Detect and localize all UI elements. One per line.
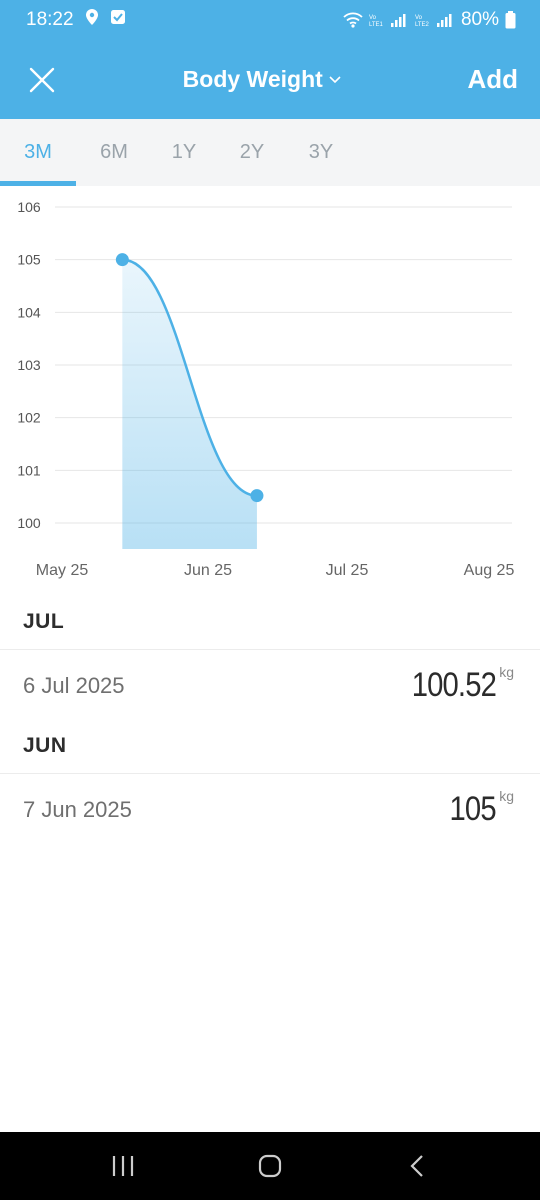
- weight-chart-svg: 106 105 104 103 102 101 100 May 25 Jun 25 Jul 25 A…: [17, 199, 515, 579]
- status-bar: 18:22 Vo LTE1 Vo LTE2 80%: [0, 0, 540, 40]
- entry-row[interactable]: 6 Jul 2025 100.52 kg: [0, 649, 540, 721]
- add-button[interactable]: Add: [467, 64, 518, 94]
- tab-2y[interactable]: 2Y: [239, 141, 265, 163]
- check-square-icon: [110, 9, 126, 31]
- recent-apps-icon: [113, 1156, 134, 1176]
- x-tick-label: Aug 25: [464, 562, 515, 579]
- entry-unit: kg: [499, 788, 514, 804]
- y-tick-label: 101: [17, 462, 41, 478]
- data-point[interactable]: [115, 253, 129, 267]
- svg-text:LTE2: LTE2: [415, 22, 430, 28]
- battery-percentage: 80%: [460, 9, 499, 30]
- y-tick-label: 102: [17, 410, 41, 426]
- back-icon: [410, 1155, 423, 1177]
- range-tabs: 3M 6M 1Y 2Y 3Y: [0, 119, 540, 186]
- entry-date: 7 Jun 2025: [23, 796, 132, 822]
- close-button[interactable]: [28, 66, 56, 94]
- svg-text:Vo: Vo: [369, 15, 377, 21]
- svg-text:LTE1: LTE1: [369, 22, 384, 28]
- recent-apps-button[interactable]: [93, 1136, 153, 1196]
- wifi-icon: [343, 12, 363, 28]
- x-tick-label: Jul 25: [326, 562, 369, 579]
- entry-value: 105 kg: [442, 788, 514, 829]
- weight-line: [122, 258, 258, 497]
- system-nav-bar: [0, 1132, 540, 1200]
- x-tick-label: May 25: [36, 562, 89, 579]
- x-tick-label: Jun 25: [184, 562, 232, 579]
- app-bar: Body Weight Add: [0, 40, 540, 119]
- page-title: Body Weight: [182, 66, 323, 92]
- month-header-jul: JUL: [23, 610, 65, 633]
- svg-text:Vo: Vo: [415, 15, 423, 21]
- status-time: 18:22: [26, 9, 74, 30]
- chevron-down-icon: [329, 75, 341, 83]
- y-tick-label: 106: [17, 199, 41, 215]
- entry-row[interactable]: 7 Jun 2025 105 kg: [0, 773, 540, 845]
- entry-weight: 100.52: [411, 666, 497, 704]
- tab-1y[interactable]: 1Y: [171, 141, 197, 163]
- volte-lte1-signal-icon: Vo LTE1: [369, 12, 409, 28]
- y-tick-label: 105: [17, 252, 41, 268]
- data-point[interactable]: [250, 489, 264, 503]
- close-icon: [29, 67, 55, 92]
- y-tick-label: 103: [17, 357, 41, 373]
- weight-area-fill: [122, 259, 257, 549]
- metric-selector[interactable]: Body Weight: [183, 66, 341, 93]
- tab-3m[interactable]: 3M: [0, 119, 76, 186]
- tab-3y[interactable]: 3Y: [308, 141, 334, 163]
- back-button[interactable]: [387, 1136, 447, 1196]
- y-tick-label: 104: [17, 304, 41, 320]
- entry-unit: kg: [499, 664, 514, 680]
- entry-weight: 105: [449, 790, 497, 828]
- entry-date: 6 Jul 2025: [23, 672, 125, 698]
- entry-value: 100.52 kg: [398, 664, 514, 705]
- tab-6m[interactable]: 6M: [100, 141, 128, 163]
- location-icon: [84, 8, 100, 32]
- home-button[interactable]: [240, 1136, 300, 1196]
- month-header-jun: JUN: [23, 734, 67, 757]
- volte-lte2-signal-icon: Vo LTE2: [415, 12, 455, 28]
- y-tick-label: 100: [17, 515, 41, 531]
- battery-icon: [505, 11, 516, 29]
- home-icon: [258, 1154, 282, 1178]
- weight-chart: 106 105 104 103 102 101 100 May 25 Jun 25 Jul 25 A…: [0, 186, 540, 596]
